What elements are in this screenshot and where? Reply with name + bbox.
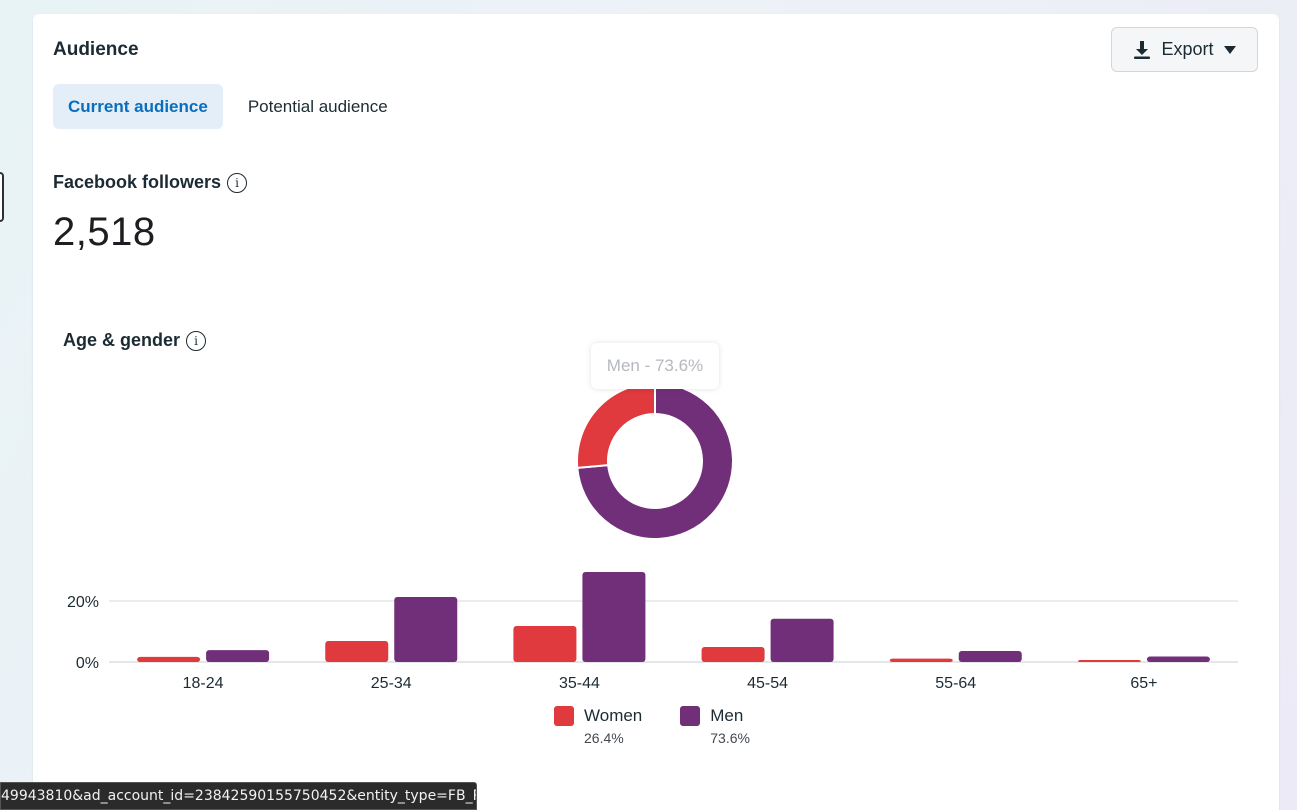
donut-tooltip: Men - 73.6%: [591, 343, 719, 389]
bar-men-55-64: [958, 651, 1022, 662]
legend-percent: 26.4%: [584, 730, 624, 746]
bar-men-35-44: [582, 572, 646, 662]
card-title: Audience: [53, 39, 139, 60]
followers-label: Facebook followers: [53, 172, 222, 192]
legend-percent: 73.6%: [710, 730, 750, 746]
chart-legend: Women 26.4% Men 73.6%: [554, 706, 750, 746]
x-tick-label: 18-24: [183, 675, 224, 692]
y-tick-label: 0%: [76, 655, 99, 672]
bar-men-18-24: [206, 650, 270, 662]
download-icon: [1133, 40, 1151, 60]
bar-women-55-64: [889, 658, 953, 662]
info-icon[interactable]: i: [186, 330, 207, 351]
x-tick-label: 65+: [1130, 675, 1157, 692]
donut-slice-men: [576, 381, 734, 540]
legend-item-women[interactable]: Women 26.4%: [554, 706, 642, 746]
age-gender-label: Age & gender: [63, 330, 181, 350]
donut-slice-women: [576, 381, 656, 469]
legend-swatch-women: [554, 706, 574, 726]
x-tick-label: 35-44: [559, 675, 600, 692]
y-tick-label: 20%: [67, 594, 99, 611]
export-label: Export: [1161, 39, 1214, 59]
side-panel-handle[interactable]: [0, 172, 4, 222]
legend-item-men[interactable]: Men 73.6%: [680, 706, 750, 746]
bar-women-45-54: [701, 647, 765, 662]
bar-women-65+: [1077, 660, 1141, 662]
audience-card: Audience Export Current audience Potenti…: [33, 14, 1279, 810]
bar-women-18-24: [137, 656, 201, 662]
x-tick-label: 55-64: [935, 675, 976, 692]
age-gender-label-group: Age & gender i: [63, 330, 207, 351]
tab-current-audience[interactable]: Current audience: [53, 84, 223, 129]
audience-tabs: Current audience Potential audience: [53, 84, 403, 129]
tab-potential-audience[interactable]: Potential audience: [247, 96, 388, 116]
info-icon[interactable]: i: [227, 172, 248, 193]
bar-men-25-34: [394, 597, 458, 662]
status-bar-url: 49943810&ad_account_id=23842590155750452…: [0, 782, 477, 810]
legend-label: Women: [584, 706, 643, 725]
bar-women-25-34: [325, 640, 389, 662]
x-tick-label: 45-54: [747, 675, 788, 692]
caret-down-icon: [1223, 45, 1236, 54]
followers-label-group: Facebook followers i: [53, 172, 248, 193]
legend-swatch-men: [680, 706, 701, 726]
age-gender-charts: 20% 0% 18-24 25-34 35-44 45-54 55-64 65+: [67, 381, 1238, 692]
bar-men-45-54: [770, 618, 834, 662]
followers-count: 2,518: [53, 210, 156, 254]
x-tick-label: 25-34: [371, 675, 412, 692]
bar-women-35-44: [513, 626, 577, 662]
bar-men-65+: [1146, 656, 1210, 662]
export-button[interactable]: Export: [1111, 27, 1258, 72]
legend-label: Men: [710, 706, 744, 725]
